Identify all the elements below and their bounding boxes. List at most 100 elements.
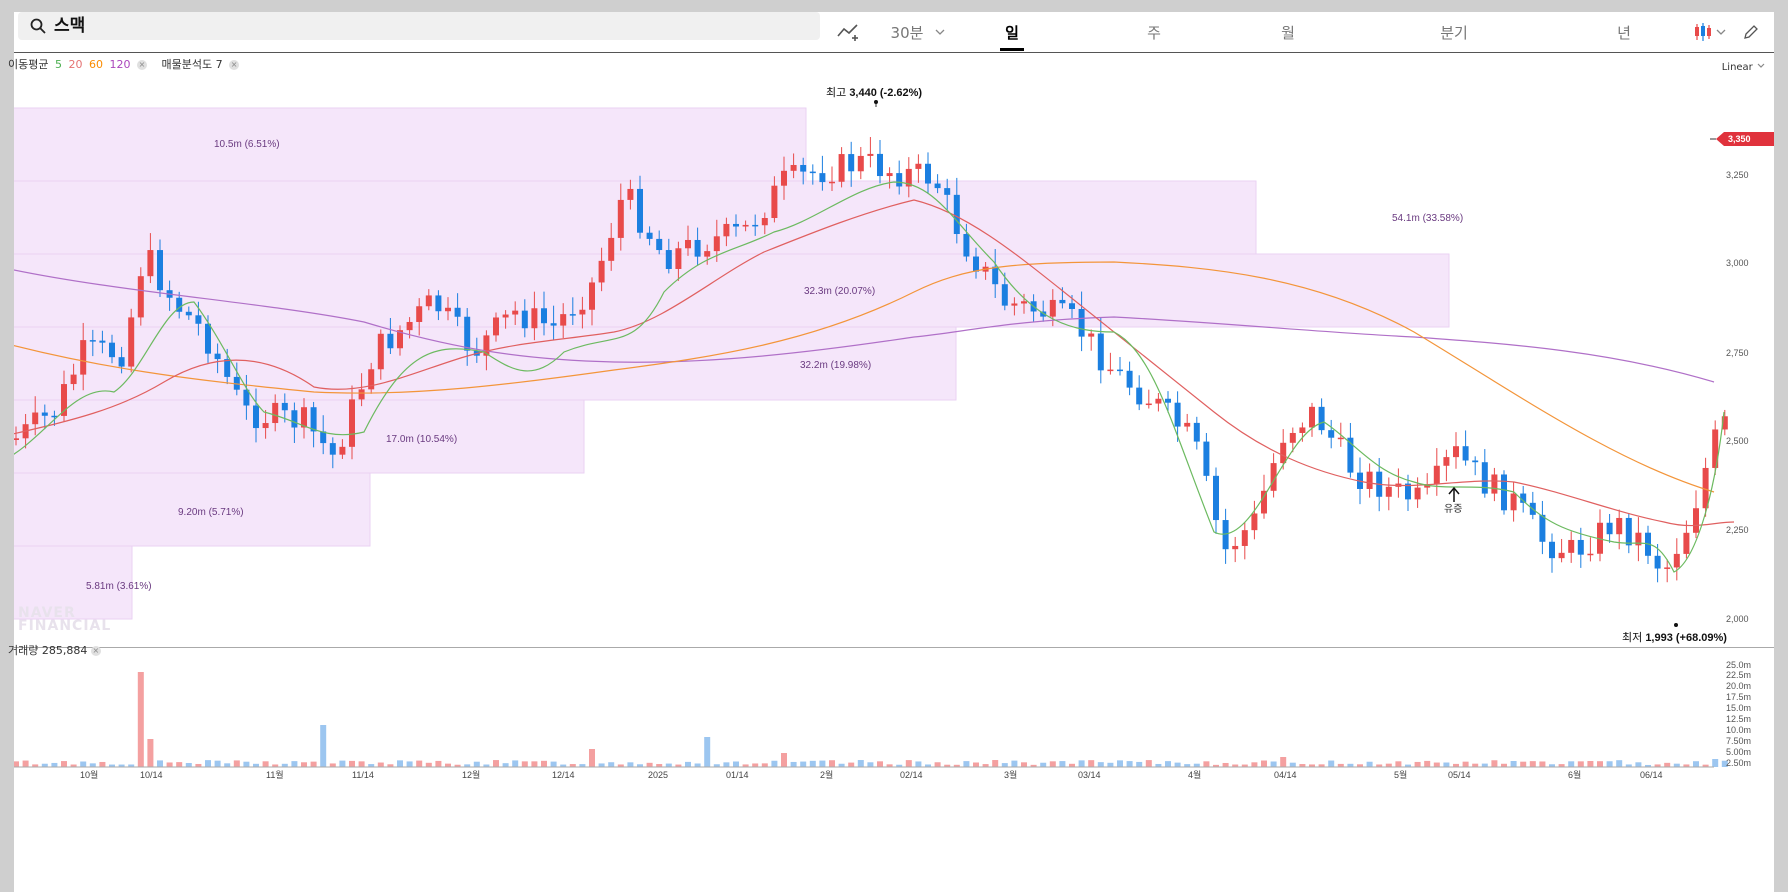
candle-body <box>51 415 58 418</box>
candle-body <box>1337 437 1344 440</box>
volume-bar <box>617 764 624 767</box>
search-input[interactable]: 스맥 <box>54 16 86 36</box>
x-tick: 03/14 <box>1078 770 1101 780</box>
tab-monthly-label: 월 <box>1281 23 1295 42</box>
add-indicator-button[interactable] <box>834 12 864 52</box>
volume-bar <box>1078 760 1085 767</box>
candle-body <box>1011 303 1018 306</box>
volume-bar <box>1107 762 1114 767</box>
volume-bar <box>1174 762 1181 767</box>
current-price-tag: 3,350 <box>1710 132 1774 146</box>
volume-bar <box>1270 761 1277 767</box>
volume-bar <box>761 763 768 767</box>
x-tick: 04/14 <box>1274 770 1297 780</box>
stock-search-box[interactable]: 스맥 <box>18 12 820 40</box>
candle-body <box>1568 539 1575 553</box>
candle-body <box>1270 463 1277 491</box>
volume-bar <box>1395 761 1402 767</box>
candle-body <box>934 183 941 189</box>
volume-bar <box>243 761 250 767</box>
volume-bar <box>137 672 144 767</box>
candle-body <box>1289 432 1296 443</box>
volume-bar <box>118 764 125 767</box>
volume-bar <box>70 764 77 767</box>
tab-daily[interactable]: 일 <box>980 12 1044 52</box>
volume-bar <box>157 760 163 767</box>
volume-bar <box>771 760 778 767</box>
candle-body <box>14 438 19 440</box>
candle-body <box>512 310 519 315</box>
candle-body <box>1558 552 1565 559</box>
candle-body <box>1069 303 1075 309</box>
event-marker[interactable]: 유증 <box>1444 486 1462 515</box>
tab-quarterly[interactable]: 분기 <box>1424 12 1484 52</box>
candle-body <box>560 314 567 326</box>
pane-divider[interactable] <box>14 647 1774 648</box>
volume-bar <box>99 761 106 767</box>
volume-profile-label[interactable]: 매물분석도 7 <box>161 58 223 71</box>
draw-tool-button[interactable] <box>1736 12 1766 52</box>
chevron-down-icon <box>1757 63 1765 68</box>
search-icon[interactable] <box>30 18 46 34</box>
candle-body <box>713 236 720 252</box>
candle-body <box>377 333 384 370</box>
volume-tick: 10.0m <box>1726 725 1751 735</box>
ma-label[interactable]: 이동평균 <box>8 58 49 71</box>
indicator-legend: 이동평균 5 20 60 120 × 매물분석도 7 × <box>8 56 242 74</box>
tab-weekly[interactable]: 주 <box>1124 12 1184 52</box>
volume-bar <box>742 764 749 767</box>
candle-body <box>1549 541 1555 559</box>
volume-bar <box>800 761 807 767</box>
volume-bar <box>1088 760 1095 767</box>
x-tick: 12/14 <box>552 770 575 780</box>
volume-tick: 2.50m <box>1726 758 1751 768</box>
volume-bar <box>877 761 883 767</box>
tab-yearly[interactable]: 년 <box>1594 12 1654 52</box>
price-tick: 2,500 <box>1726 436 1749 446</box>
ma-120-line <box>14 269 1715 383</box>
interval-30m-dropdown[interactable]: 30분 <box>884 12 954 52</box>
volume-bar <box>281 763 288 767</box>
volume-bar <box>41 763 48 767</box>
candle-body <box>272 402 279 424</box>
volume-tick: 20.0m <box>1726 681 1751 691</box>
candle-body <box>1299 427 1306 433</box>
candle-body <box>1616 517 1623 535</box>
close-icon[interactable]: × <box>136 60 147 70</box>
scale-mode-dropdown[interactable]: Linear <box>1722 62 1766 73</box>
candle-body <box>1328 430 1335 438</box>
candle-body <box>1107 369 1114 372</box>
volume-chart[interactable]: 25.0m 22.5m 20.0m 17.5m 15.0m 12.5m 10.0… <box>14 647 1774 892</box>
tab-weekly-label: 주 <box>1147 23 1161 42</box>
close-icon[interactable]: × <box>229 60 240 70</box>
tab-monthly[interactable]: 월 <box>1258 12 1318 52</box>
volume-bar <box>1635 762 1642 767</box>
volume-bar <box>1251 762 1258 767</box>
close-icon[interactable]: × <box>90 646 101 656</box>
volume-bar <box>1405 764 1411 767</box>
volume-bar <box>14 761 19 767</box>
volume-bar <box>1184 764 1191 767</box>
candle-body <box>195 315 202 324</box>
candle-body <box>224 359 231 377</box>
price-chart[interactable]: 10.5m (6.51%) 54.1m (33.58%) 32.3m (20.0… <box>14 52 1774 647</box>
x-tick: 05/14 <box>1448 770 1471 780</box>
ma-20-line <box>14 199 1735 527</box>
volume-bar <box>1549 764 1555 767</box>
ma-period-60: 60 <box>88 58 103 71</box>
volume-bar <box>377 762 384 767</box>
volume-bar <box>1529 761 1536 767</box>
candle-body <box>848 154 855 172</box>
volume-bar <box>579 764 586 767</box>
candle-body <box>329 443 336 455</box>
volume-bar <box>521 761 528 767</box>
volume-label[interactable]: 거래량 285,884 <box>8 644 88 657</box>
candle-body <box>1472 460 1479 463</box>
volume-bar <box>425 762 432 767</box>
high-value: 3,440 (-2.62%) <box>849 87 922 99</box>
volume-bar <box>1040 762 1047 767</box>
candle-body <box>243 389 250 406</box>
candle-body <box>1702 467 1709 509</box>
chart-type-dropdown[interactable] <box>1690 12 1730 52</box>
volume-bar <box>1520 761 1527 767</box>
